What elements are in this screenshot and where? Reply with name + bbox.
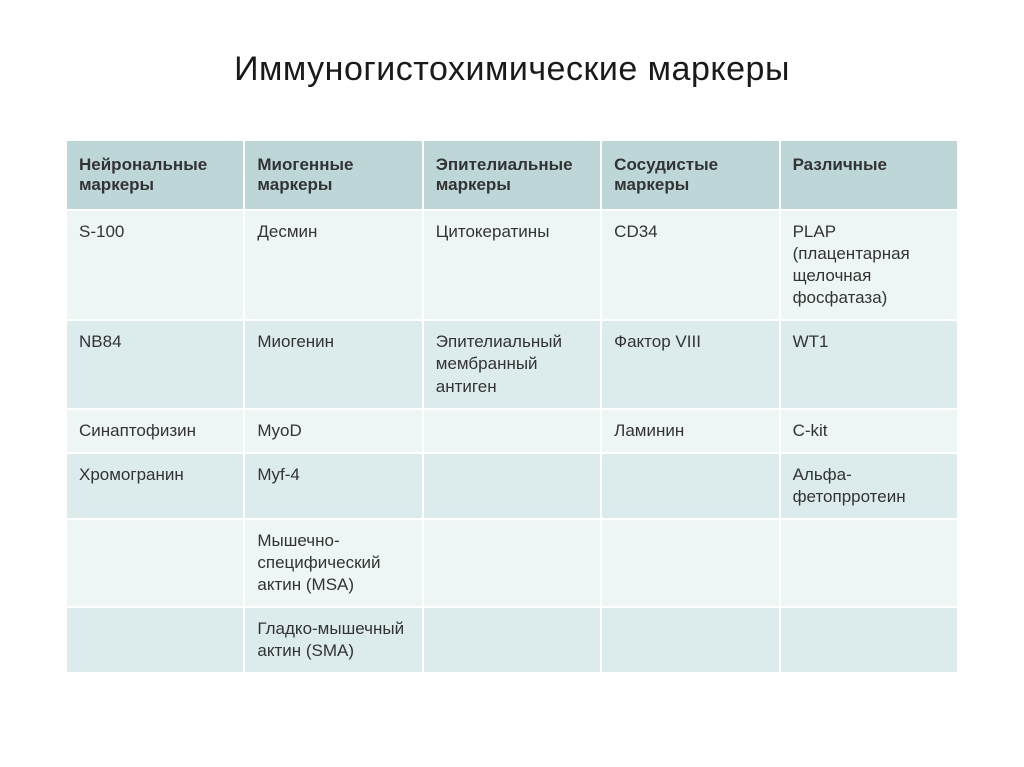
col-header-various: Различные [780, 140, 958, 210]
table-cell: Фактор VIII [601, 320, 779, 408]
markers-table: Нейрональные маркеры Миогенные маркеры Э… [65, 139, 959, 674]
table-cell: Мышечно-специфический актин (MSA) [244, 519, 422, 607]
table-cell: Цитокератины [423, 210, 601, 320]
table-row: Синаптофизин MyoD Ламинин C-kit [66, 409, 958, 453]
table-cell [423, 453, 601, 519]
slide-container: Иммуногистохимические маркеры Нейрональн… [0, 0, 1024, 767]
table-cell [780, 607, 958, 673]
table-cell [601, 519, 779, 607]
table-cell: C-kit [780, 409, 958, 453]
table-cell: Эпителиальный мембранный антиген [423, 320, 601, 408]
table-cell: Альфа-фетопрротеин [780, 453, 958, 519]
col-header-neuronal: Нейрональные маркеры [66, 140, 244, 210]
table-row: S-100 Десмин Цитокератины CD34 PLAP (пла… [66, 210, 958, 320]
table-cell [601, 607, 779, 673]
table-cell [601, 453, 779, 519]
col-header-vascular: Сосудистые маркеры [601, 140, 779, 210]
table-cell: Гладко-мышечный актин (SMA) [244, 607, 422, 673]
table-cell: WT1 [780, 320, 958, 408]
col-header-epithelial: Эпителиальные маркеры [423, 140, 601, 210]
table-cell: CD34 [601, 210, 779, 320]
col-header-myogenic: Миогенные маркеры [244, 140, 422, 210]
table-cell: Десмин [244, 210, 422, 320]
table-cell [423, 409, 601, 453]
table-row: Мышечно-специфический актин (MSA) [66, 519, 958, 607]
table-cell: NB84 [66, 320, 244, 408]
table-cell [780, 519, 958, 607]
table-row: Хромогранин Myf-4 Альфа-фетопрротеин [66, 453, 958, 519]
table-cell [423, 607, 601, 673]
table-cell [423, 519, 601, 607]
table-row: Гладко-мышечный актин (SMA) [66, 607, 958, 673]
table-row: NB84 Миогенин Эпителиальный мембранный а… [66, 320, 958, 408]
table-cell: MyoD [244, 409, 422, 453]
table-cell: PLAP (плацентарная щелочная фосфатаза) [780, 210, 958, 320]
table-cell: Хромогранин [66, 453, 244, 519]
table-cell: Ламинин [601, 409, 779, 453]
table-cell: Миогенин [244, 320, 422, 408]
table-cell [66, 519, 244, 607]
table-cell: S-100 [66, 210, 244, 320]
table-header-row: Нейрональные маркеры Миогенные маркеры Э… [66, 140, 958, 210]
table-cell: Синаптофизин [66, 409, 244, 453]
slide-title: Иммуногистохимические маркеры [65, 50, 959, 89]
table-cell: Myf-4 [244, 453, 422, 519]
table-cell [66, 607, 244, 673]
